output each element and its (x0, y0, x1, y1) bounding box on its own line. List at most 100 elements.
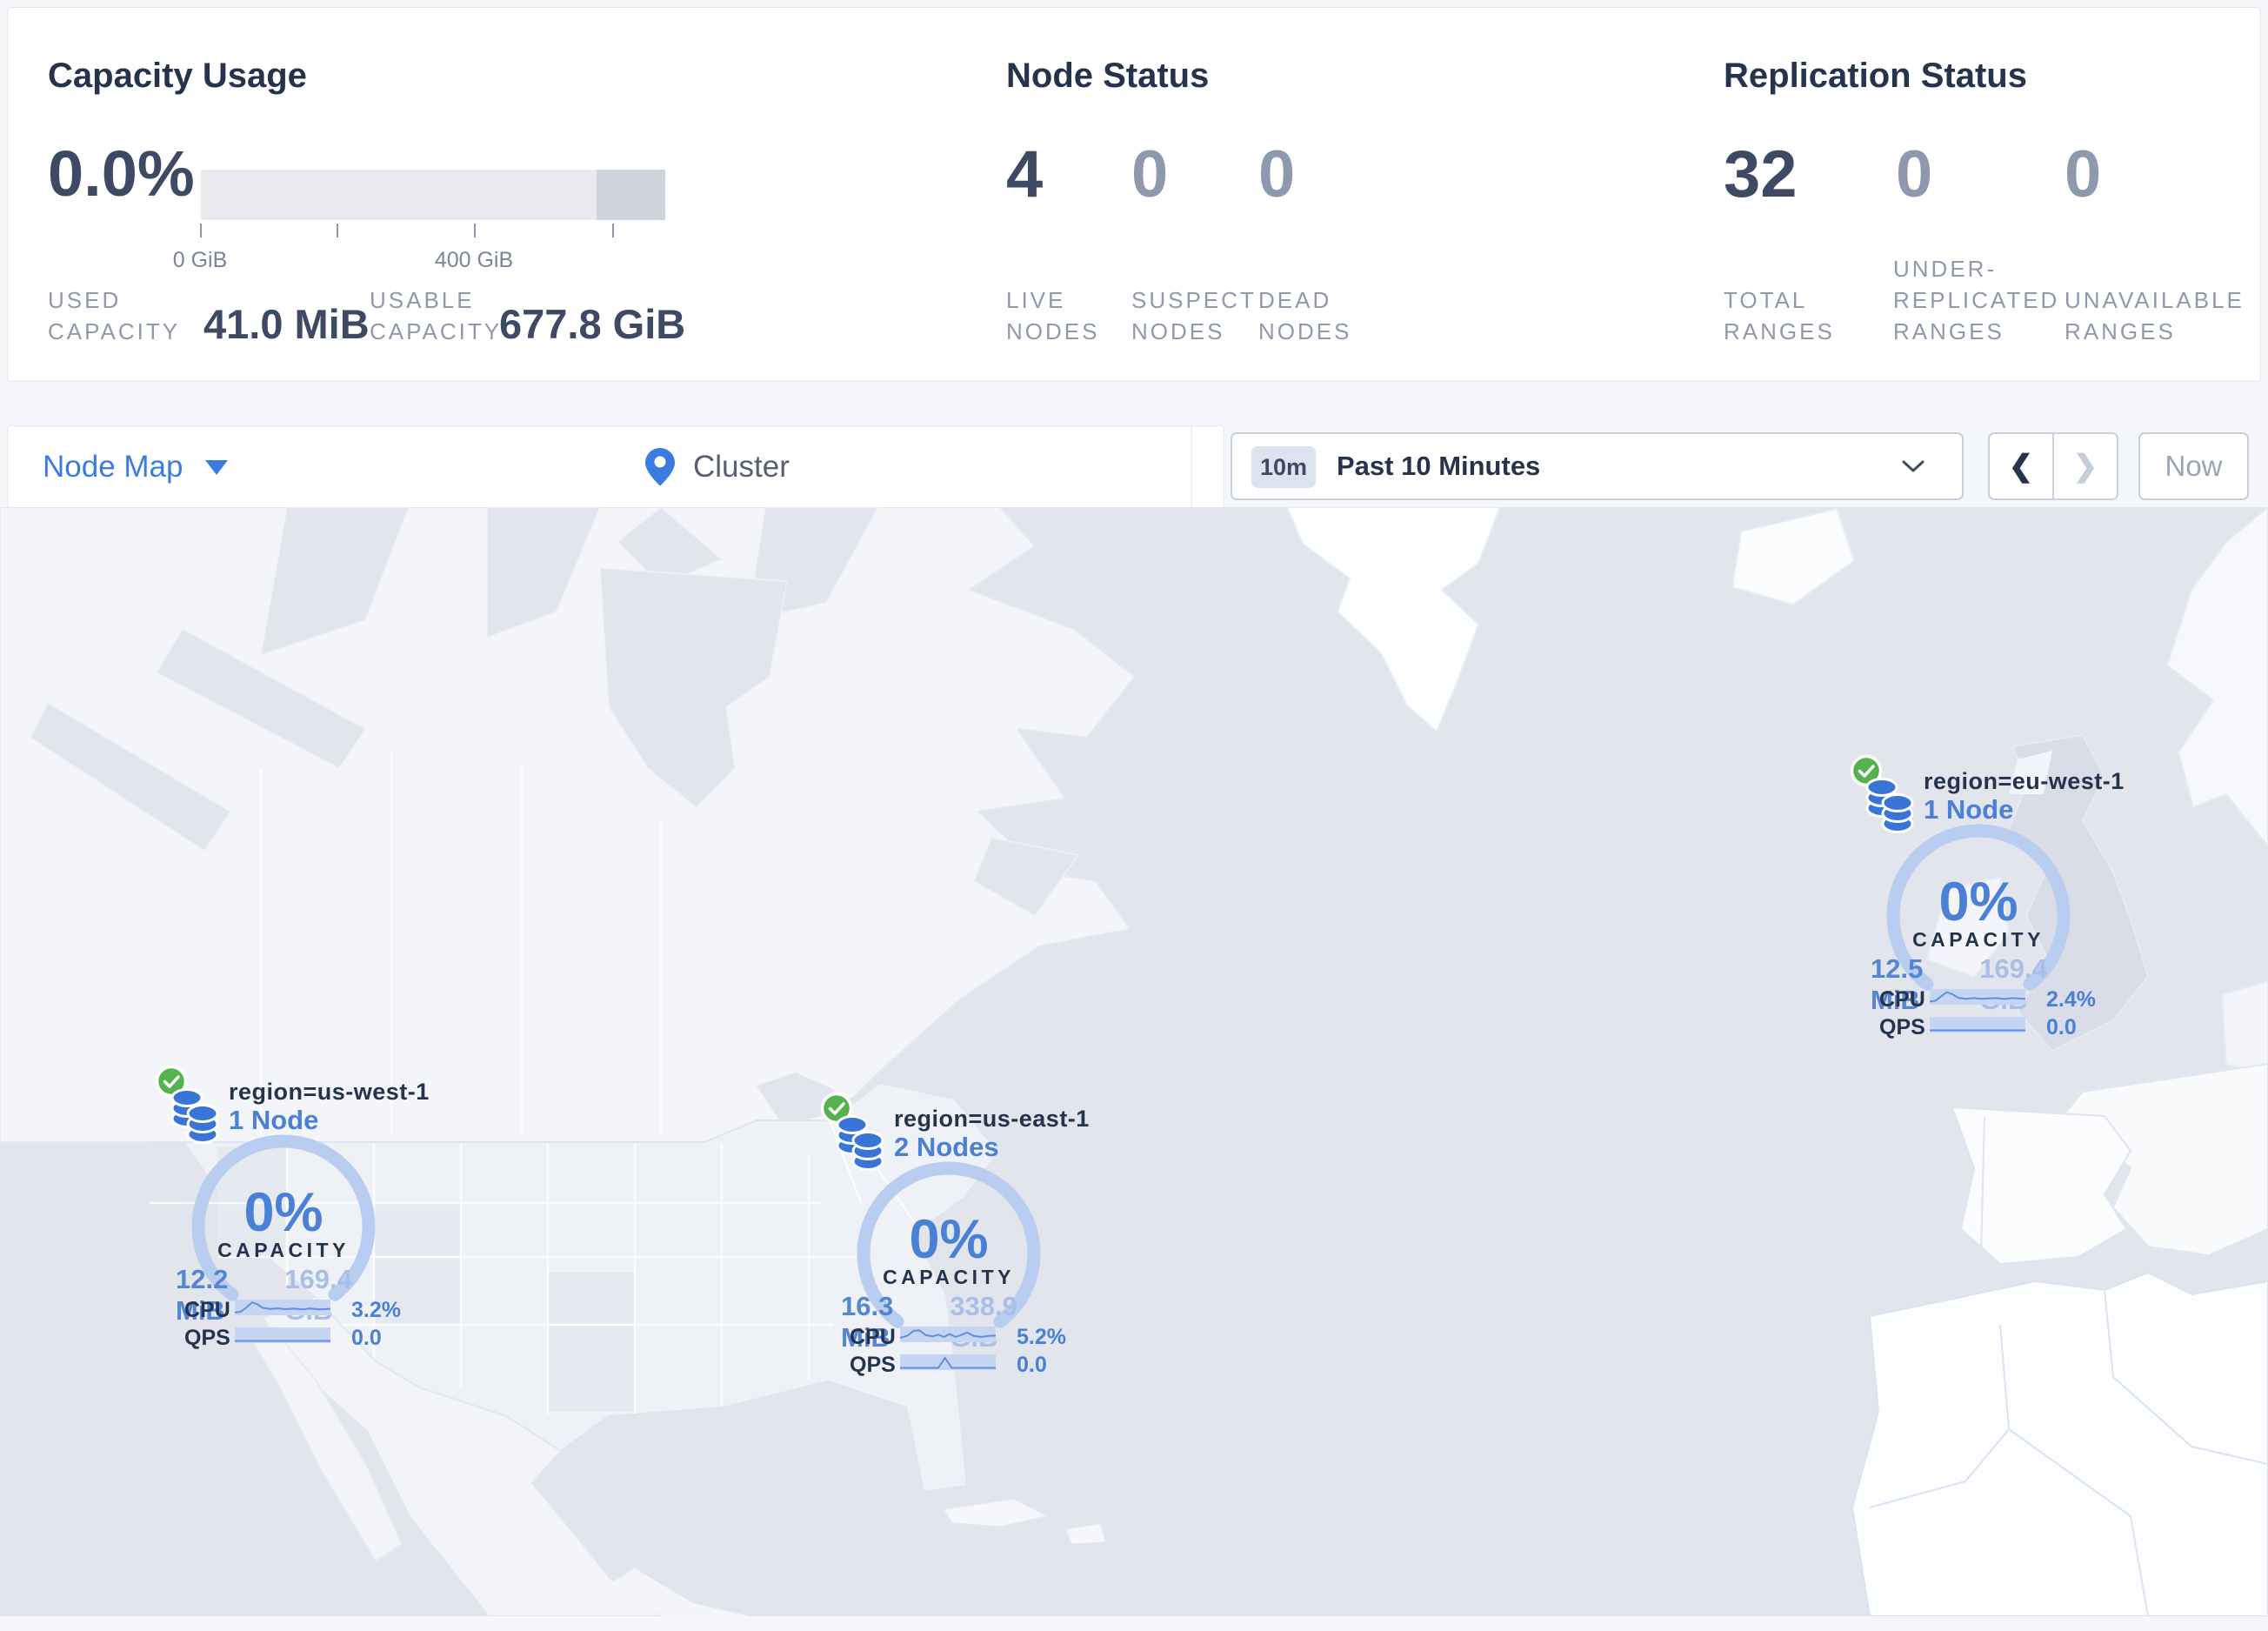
node-map[interactable]: region=us-west-1 1 Node 0% CAPACITY 12.2… (0, 507, 2268, 1616)
time-range-badge: 10m (1251, 446, 1316, 488)
capacity-percent: 0% (1938, 872, 2018, 932)
cpu-sparkline (900, 1327, 996, 1342)
live-nodes-count: 4 (1006, 137, 1044, 211)
used-capacity-label: USED CAPACITY (48, 287, 181, 344)
cpu-sparkline (235, 1300, 330, 1315)
axis-tick (200, 224, 202, 237)
axis-tick (337, 224, 338, 237)
region-label: region=us-west-1 (229, 1079, 430, 1105)
suspect-nodes-count: 0 (1131, 137, 1169, 211)
axis-tick (474, 224, 476, 237)
used-capacity: 16.3 MiB (841, 1291, 894, 1353)
cpu-value: 3.2% (351, 1298, 401, 1322)
qps-sparkline (235, 1327, 330, 1343)
capacity-gauge-arc (1886, 824, 2071, 1008)
qps-value: 0.0 (1017, 1353, 1047, 1377)
under-replicated-label: UNDER- REPLICATED RANGES (1893, 256, 2060, 344)
capacity-caption: CAPACITY (217, 1239, 350, 1261)
map-toolbar: Node Map Cluster (7, 425, 1224, 509)
dead-nodes-label: DEAD NODES (1258, 287, 1352, 344)
landmass-iberia (1951, 1106, 2131, 1265)
node-count-link[interactable]: 2 Nodes (894, 1132, 999, 1162)
qps-row: QPS 0.0 (810, 1353, 1088, 1377)
qps-row: QPS 0.0 (1839, 1015, 2118, 1039)
cpu-label: CPU (1879, 987, 1925, 1012)
view-selector-label: Node Map (43, 450, 183, 484)
chevron-down-icon (1902, 460, 1924, 472)
breadcrumb-label: Cluster (693, 450, 790, 484)
time-step-controls: ❮ ❯ (1988, 432, 2118, 500)
capacity-bar-unusable-segment (596, 170, 665, 220)
cpu-label: CPU (184, 1298, 230, 1322)
axis-tick (612, 224, 614, 237)
capacity-caption: CAPACITY (1912, 928, 2045, 951)
region-label: region=us-east-1 (894, 1106, 1090, 1132)
caribbean-islands (943, 1498, 1107, 1545)
central-america (610, 1568, 750, 1616)
time-step-forward-button[interactable]: ❯ (2072, 450, 2098, 483)
cpu-row: CPU 5.2% (810, 1325, 1088, 1349)
cpu-row: CPU 2.4% (1839, 987, 2118, 1012)
qps-label: QPS (1879, 1015, 1925, 1039)
qps-value: 0.0 (351, 1326, 382, 1350)
landmass-africa (1851, 1272, 2268, 1616)
baja-peninsula (253, 1326, 403, 1562)
capacity-percent: 0% (909, 1209, 989, 1270)
capacity-gauge-arc (191, 1134, 376, 1319)
suspect-nodes-label: SUSPECT NODES (1131, 287, 1257, 344)
qps-label: QPS (184, 1326, 230, 1350)
qps-label: QPS (850, 1353, 896, 1377)
dead-nodes-count: 0 (1258, 137, 1296, 211)
now-button[interactable]: Now (2138, 432, 2249, 500)
capacity-used-percent: 0.0% (48, 137, 195, 210)
landmass-denmark (2221, 980, 2268, 1078)
region-marker-us-west[interactable]: region=us-west-1 1 Node 0% CAPACITY 12.2… (144, 1061, 429, 1357)
capacity-percent: 0% (243, 1182, 324, 1243)
unavailable-label: UNAVAILABLE RANGES (2065, 287, 2245, 344)
time-step-back-button[interactable]: ❮ (1990, 434, 2054, 498)
usable-capacity-value: 677.8 GiB (499, 301, 686, 347)
qps-value: 0.0 (2046, 1015, 2077, 1039)
landmass-iceland (1731, 508, 1855, 605)
replication-status-title: Replication Status (1724, 57, 2027, 95)
used-capacity-value: 41.0 MiB (203, 301, 370, 347)
capacity-gauge-arc (857, 1161, 1041, 1346)
qps-sparkline (1930, 1017, 2025, 1033)
region-marker-us-east[interactable]: region=us-east-1 2 Nodes 0% CAPACITY 16.… (810, 1088, 1090, 1384)
time-range-label: Past 10 Minutes (1337, 451, 1541, 481)
node-status-title: Node Status (1006, 57, 1210, 95)
region-label: region=eu-west-1 (1924, 768, 2125, 794)
scotland-highlight (2009, 751, 2052, 794)
breadcrumb[interactable]: Cluster (644, 426, 790, 508)
cpu-sparkline (1930, 989, 2025, 1005)
under-replicated-count: 0 (1896, 137, 1933, 211)
location-pin-icon (645, 448, 675, 486)
state-borders (150, 1121, 922, 1414)
node-count-link[interactable]: 1 Node (1924, 794, 2014, 825)
capacity-caption: CAPACITY (883, 1266, 1015, 1288)
capacity-usage-title: Capacity Usage (48, 57, 307, 95)
cpu-row: CPU 3.2% (144, 1298, 423, 1322)
cpu-value: 2.4% (2046, 987, 2096, 1012)
cpu-label: CPU (850, 1325, 896, 1349)
chevron-down-icon (205, 459, 229, 475)
capacity-bar (201, 170, 665, 220)
total-ranges-count: 32 (1724, 137, 1798, 211)
cpu-value: 5.2% (1017, 1325, 1066, 1349)
used-capacity: 12.2 MiB (176, 1264, 229, 1326)
cluster-summary-panel: Capacity Usage 0.0% 0 GiB 400 GiB USED C… (7, 7, 2261, 382)
province-borders (259, 751, 663, 1135)
view-selector-dropdown[interactable]: Node Map (43, 426, 229, 508)
database-stack-icon (1865, 778, 1914, 833)
landmass-ireland (1925, 876, 2010, 978)
toolbar-divider (1191, 426, 1192, 508)
total-ranges-label: TOTAL RANGES (1724, 287, 1835, 344)
axis-tick-label: 400 GiB (434, 248, 514, 272)
qps-row: QPS 0.0 (144, 1326, 423, 1350)
database-stack-icon (170, 1088, 219, 1144)
qps-sparkline (900, 1354, 996, 1370)
region-marker-eu-west[interactable]: region=eu-west-1 1 Node 0% CAPACITY 12.5… (1839, 751, 2124, 1046)
node-count-link[interactable]: 1 Node (229, 1105, 319, 1135)
time-range-select[interactable]: 10m Past 10 Minutes (1231, 432, 1964, 500)
